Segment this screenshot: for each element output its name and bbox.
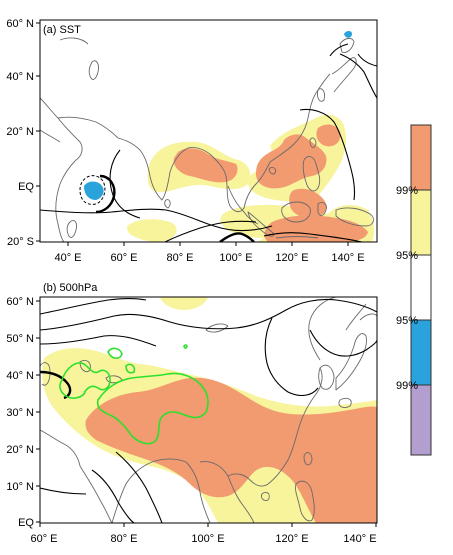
panel-b-xtick-140e: 140° E <box>343 533 376 545</box>
panel-b-y-axis: 60° N 50° N 40° N 30° N 20° N 10° N EQ <box>6 296 40 529</box>
panel-a-blue-patch-ne <box>344 31 352 38</box>
panel-b-ytick-50n: 50° N <box>6 333 34 345</box>
panel-b-green-contours <box>59 344 209 445</box>
panel-a-xtick-100e: 100° E <box>219 252 252 264</box>
panel-a-ytick-20s: 20° S <box>7 236 34 248</box>
colorbar-swatch-orange <box>411 125 431 190</box>
panel-a-coastlines <box>40 37 374 242</box>
panel-b-title: (b) 500hPa <box>43 282 98 294</box>
colorbar-label-99-pos: 99% <box>396 185 418 197</box>
panel-b-ytick-30n: 30° N <box>6 407 34 419</box>
panel-a-xtick-40e: 40° E <box>54 252 81 264</box>
panel-a-ytick-40n: 40° N <box>6 71 34 83</box>
panel-a-sst: (a) SST 60° N 40° N 20° N EQ 20° S 40° E… <box>6 18 378 264</box>
panel-a-ytick-20n: 20° N <box>6 126 34 138</box>
panel-a-title: (a) SST <box>43 24 81 36</box>
panel-b-ytick-40n: 40° N <box>6 370 34 382</box>
panel-a-x-axis: 40° E 60° E 80° E 100° E 120° E 140° E <box>54 242 365 264</box>
panel-a-contours <box>40 43 377 242</box>
panel-b-contours <box>40 297 377 523</box>
colorbar-swatch-yellow <box>411 190 431 255</box>
colorbar-label-95-pos: 95% <box>396 250 418 262</box>
panel-b-500hpa: (b) 500hPa 60° N 50° N 40° N 30° N 20° N… <box>6 282 378 545</box>
colorbar: 99% 95% 95% 99% <box>396 124 432 456</box>
panel-a-y-axis: 60° N 40° N 20° N EQ 20° S <box>6 18 40 248</box>
colorbar-label-99-neg: 99% <box>396 380 418 392</box>
panel-a-shading-99 <box>173 124 368 242</box>
panel-a-blue-patch <box>84 181 104 200</box>
panel-a-xtick-140e: 140° E <box>331 252 364 264</box>
panel-b-ytick-60n: 60° N <box>6 296 34 308</box>
colorbar-label-95-neg: 95% <box>396 315 418 327</box>
colorbar-swatch-white <box>411 255 431 320</box>
panel-a-ytick-eq: EQ <box>18 181 34 193</box>
panel-a-ytick-60n: 60° N <box>6 18 34 30</box>
panel-b-xtick-80e: 80° E <box>110 533 137 545</box>
panel-b-xtick-100e: 100° E <box>191 533 224 545</box>
panel-b-ytick-20n: 20° N <box>6 444 34 456</box>
panel-b-xtick-120e: 120° E <box>275 533 308 545</box>
colorbar-swatch-blue <box>411 320 431 385</box>
panel-a-xtick-120e: 120° E <box>275 252 308 264</box>
panel-a-xtick-60e: 60° E <box>110 252 137 264</box>
colorbar-frame <box>410 124 432 456</box>
panel-b-x-axis: 60° E 80° E 100° E 120° E 140° E <box>30 523 377 545</box>
panel-b-ytick-eq: EQ <box>18 517 34 529</box>
panel-a-xtick-80e: 80° E <box>166 252 193 264</box>
panel-b-ytick-10n: 10° N <box>6 481 34 493</box>
colorbar-swatch-purple <box>411 385 431 455</box>
panel-b-shading-99 <box>85 377 377 523</box>
panel-b-xtick-60e: 60° E <box>30 533 57 545</box>
